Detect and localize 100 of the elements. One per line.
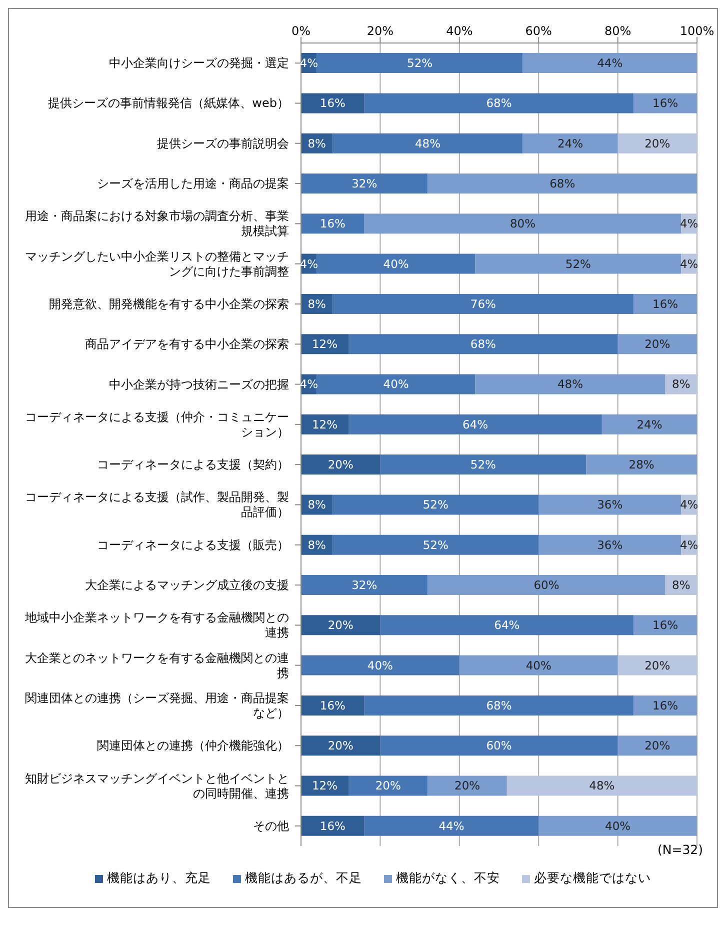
data-label: 8%	[308, 498, 326, 512]
data-label: 8%	[308, 538, 326, 552]
data-label: 20%	[644, 738, 670, 753]
bar	[634, 93, 697, 114]
data-label: 32%	[352, 578, 378, 592]
data-label: 64%	[462, 417, 488, 432]
data-label: 20%	[644, 136, 670, 150]
bar	[364, 816, 539, 836]
data-label: 24%	[636, 417, 662, 432]
bar	[618, 334, 697, 354]
y-tick-label: 開発意欲、開発機能を有する中小企業の探索	[49, 296, 289, 311]
bar	[586, 454, 697, 475]
data-label: 20%	[375, 778, 401, 793]
legend-label: 必要な機能ではない	[533, 870, 651, 887]
y-tick-label: 提供シーズの事前説明会	[157, 136, 289, 150]
bar	[301, 816, 364, 836]
data-label: 36%	[597, 538, 623, 552]
data-label: 16%	[652, 96, 678, 110]
data-label: 4%	[300, 56, 318, 70]
data-label: 60%	[534, 578, 560, 592]
y-tick-label: コーディネータによる支援（契約）	[97, 458, 289, 472]
data-label: 20%	[644, 658, 670, 672]
bar	[364, 93, 634, 114]
data-label: 16%	[652, 296, 678, 311]
bar	[301, 173, 428, 194]
data-label: 24%	[558, 136, 584, 150]
bar	[301, 454, 380, 475]
data-label: 8%	[672, 578, 690, 592]
data-label: 8%	[308, 136, 326, 150]
data-label: 8%	[308, 296, 326, 311]
data-label: 52%	[407, 56, 433, 70]
bar	[522, 53, 697, 74]
y-tick-label: 用途・商品案における対象市場の調査分析、事業規模試算	[25, 209, 289, 238]
data-label: 64%	[494, 618, 520, 632]
data-label: 48%	[558, 377, 584, 392]
data-label: 68%	[550, 176, 576, 190]
data-label: 20%	[328, 458, 354, 472]
data-label: 68%	[486, 96, 512, 110]
data-label: 40%	[605, 818, 631, 833]
data-label: 8%	[672, 377, 690, 392]
bar	[301, 615, 380, 636]
bar	[301, 334, 349, 354]
data-label: 28%	[628, 458, 654, 472]
x-tick-label: 60%	[525, 24, 552, 38]
bar	[332, 534, 539, 555]
y-tick-label: 中小企業向けシーズの発掘・選定	[109, 56, 289, 70]
data-label: 4%	[300, 256, 318, 271]
bar	[634, 695, 697, 716]
y-tick-label: 大企業によるマッチング成立後の支援	[85, 578, 289, 592]
data-label: 12%	[312, 337, 338, 352]
data-label: 20%	[644, 337, 670, 352]
bar	[618, 133, 697, 154]
data-label: 48%	[414, 136, 441, 150]
bar	[301, 776, 349, 796]
x-tick-label: 20%	[366, 24, 394, 38]
bar	[634, 294, 697, 314]
data-label: 52%	[422, 498, 448, 512]
legend-label: 機能はあり、充足	[106, 870, 211, 887]
bar	[380, 615, 634, 636]
data-label: 52%	[470, 458, 496, 472]
data-label: 16%	[320, 216, 346, 231]
bar	[475, 254, 682, 274]
data-label: 12%	[312, 417, 338, 432]
bar	[301, 695, 364, 716]
data-label: 36%	[597, 498, 623, 512]
data-label: 16%	[320, 96, 346, 110]
y-tick-label: 商品アイデアを有する中小企業の探索	[85, 337, 289, 352]
bar	[301, 414, 349, 434]
bar	[301, 214, 364, 234]
data-label: 20%	[328, 738, 354, 753]
data-label: 4%	[680, 256, 698, 271]
bar	[618, 736, 697, 756]
bar	[634, 615, 697, 636]
data-label: 80%	[510, 216, 536, 231]
bar	[332, 494, 539, 515]
y-tick-label: 地域中小企業ネットワークを有する金融機関との連携	[24, 610, 289, 640]
bar	[428, 173, 697, 194]
y-tick-label: シーズを活用した用途・商品の提案	[97, 176, 289, 191]
bar	[538, 816, 697, 836]
data-label: 16%	[320, 818, 346, 833]
y-tick-label: 提供シーズの事前情報発信（紙媒体、web）	[48, 96, 289, 110]
bar	[348, 776, 428, 796]
bar	[459, 655, 618, 676]
y-tick-label: 関連団体との連携（シーズ発掘、用途・商品提案など）	[25, 690, 289, 720]
bar	[538, 494, 682, 515]
bar	[428, 574, 666, 595]
bar	[316, 254, 476, 274]
bar	[380, 736, 618, 756]
bar	[301, 93, 364, 114]
y-tick-label: 中小企業が持つ技術ニーズの把握	[109, 377, 289, 392]
y-tick-label: コーディネータによる支援（試作、製品開発、製品評価）	[25, 490, 289, 520]
bar	[316, 374, 476, 394]
x-tick-label: 80%	[604, 24, 632, 38]
data-label: 32%	[352, 176, 378, 190]
x-tick-label: 0%	[291, 24, 311, 38]
y-tick-label: 知財ビジネスマッチングイベントと他イベントとの同時開催、連携	[25, 771, 289, 800]
bar	[348, 334, 618, 354]
bar	[364, 214, 682, 234]
x-tick-label: 40%	[446, 24, 473, 38]
bar	[332, 133, 523, 154]
